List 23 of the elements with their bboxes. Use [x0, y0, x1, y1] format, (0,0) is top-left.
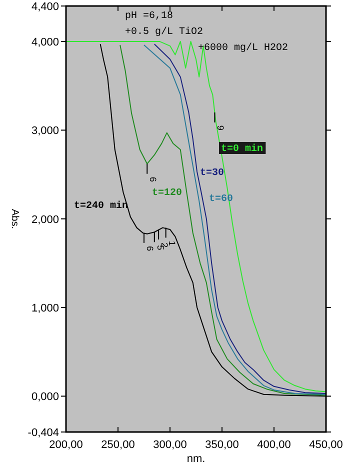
- y-tick-label: 1,000: [31, 302, 59, 314]
- x-tick-label: 200,00: [49, 439, 83, 451]
- x-tick-label: 400,00: [257, 439, 291, 451]
- x-tick-label: 450,00: [309, 439, 343, 451]
- y-tick-label: 0,000: [31, 391, 59, 404]
- y-tick-label: 4,000: [31, 36, 59, 48]
- x-tick-label: 350,00: [205, 439, 239, 451]
- series-label: t=0 min: [221, 143, 264, 155]
- x-tick-label: 250,00: [101, 439, 135, 451]
- y-tick-label: 3,000: [31, 125, 59, 138]
- annotation: 9: [216, 125, 226, 130]
- y-axis-title: Abs.: [9, 208, 20, 230]
- x-axis-title: nm.: [186, 453, 206, 465]
- annotation: pH =6,18: [125, 11, 174, 22]
- series-label: t=30: [200, 168, 224, 179]
- y-tick-label: 4,400: [31, 1, 59, 13]
- y-tick-label: 2,000: [31, 214, 59, 226]
- annotation: +0.5 g/L TiO2: [125, 26, 204, 38]
- x-tick-label: 300,00: [153, 439, 187, 451]
- annotation: 6: [148, 176, 158, 182]
- series-label: t=120: [152, 188, 182, 199]
- annotation: 6: [145, 246, 155, 252]
- y-tick-label: -0,404: [28, 427, 59, 439]
